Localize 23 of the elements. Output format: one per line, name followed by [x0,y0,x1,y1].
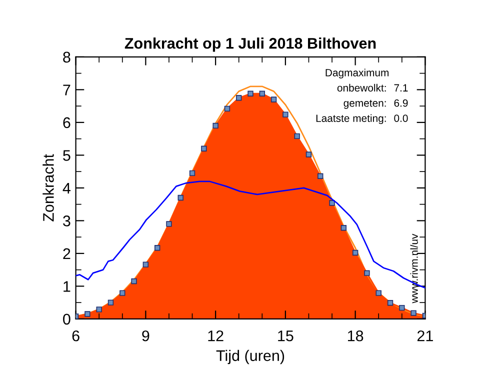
x-tick-label: 6 [72,330,80,342]
annotation: Dagmaximum [326,68,388,78]
y-tick-label: 4 [62,182,70,194]
y-tick-label: 2 [63,248,70,259]
y-tick-label: 6 [63,117,70,128]
x-tick-label: 9 [142,330,150,342]
x-tick-label: 18 [348,330,364,342]
y-axis-title: Zonkracht [42,154,54,222]
annotation: Laatste meting: 0.0 [316,114,408,124]
y-tick-label: 7 [63,84,70,96]
x-tick-label: 15 [278,330,294,342]
y-tick-label: 0 [63,314,70,325]
chart-title: Zonkracht op 1 Juli 2018 Bilthoven [124,38,376,52]
annotation: gemeten: 6.9 [344,99,408,109]
annotation: www.rivm.nl/uv [410,234,418,304]
y-tick-label: 5 [63,150,70,161]
y-tick-label: 8 [63,52,70,63]
annotation: onbewolkt: 7.1 [337,84,408,92]
x-axis-title: Tijd (uren) [216,350,284,364]
x-tick-label: 21 [417,330,433,342]
x-tick-label: 12 [208,330,224,342]
y-tick-label: 1 [64,281,70,292]
y-tick-label: 3 [63,216,70,226]
